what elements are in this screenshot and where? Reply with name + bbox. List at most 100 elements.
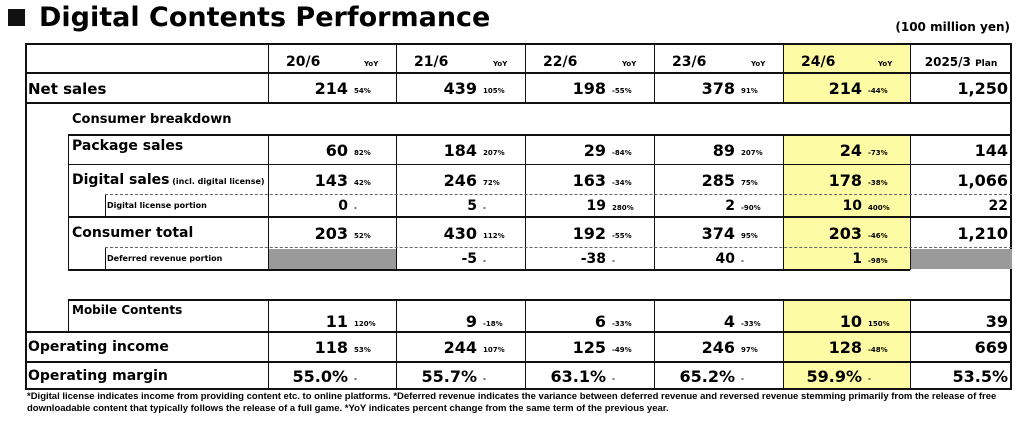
inner-box-left	[68, 300, 69, 332]
yoy-value: 72%	[483, 179, 500, 187]
yoy-value: 75%	[741, 179, 758, 187]
yoy-value: -73%	[868, 149, 888, 157]
column-divider	[783, 135, 784, 270]
empty-cell	[269, 249, 396, 269]
plan-value: 669	[974, 338, 1008, 357]
yoy-value: -55%	[612, 231, 632, 240]
value: -38	[580, 251, 606, 267]
yoy-header: YoY	[878, 60, 893, 68]
square-bullet-icon	[8, 9, 25, 26]
yoy-value: -84%	[612, 149, 632, 157]
row-label: Net sales	[28, 79, 107, 98]
yoy-value: -	[483, 257, 486, 265]
column-divider	[783, 300, 784, 390]
value: 11	[325, 312, 348, 331]
plan-value: 1,250	[957, 79, 1008, 98]
yoy-value: -	[483, 375, 486, 383]
value: 4	[723, 312, 735, 331]
value: 178	[828, 171, 862, 190]
plan-value: 53.5%	[952, 367, 1008, 386]
yoy-value: 107%	[483, 346, 505, 354]
yoy-header: YoY	[493, 60, 508, 68]
highlight-cell	[783, 135, 910, 165]
value: 214	[314, 79, 348, 98]
value: 6	[594, 312, 606, 331]
value: 60	[325, 141, 348, 160]
yoy-value: 207%	[741, 149, 763, 157]
plan-suffix: Plan	[975, 59, 998, 69]
yoy-value: -98%	[868, 257, 888, 265]
column-divider	[654, 300, 655, 390]
value: 59.9%	[806, 367, 862, 386]
yoy-value: 82%	[354, 149, 371, 157]
column-divider	[525, 135, 526, 270]
value: 40	[715, 251, 735, 267]
value: 246	[701, 338, 735, 357]
row-label: Deferred revenue portion	[107, 254, 223, 263]
plan-value: 22	[988, 198, 1008, 214]
highlight-cell	[783, 248, 910, 270]
yoy-value: 95%	[741, 231, 758, 240]
value: 198	[572, 79, 606, 98]
value: 10	[842, 198, 862, 214]
inner-box-left	[105, 248, 106, 270]
page-title: Digital Contents Performance	[8, 2, 490, 33]
column-divider	[525, 300, 526, 390]
yoy-value: 280%	[612, 204, 634, 212]
value: 203	[828, 223, 862, 243]
row-divider	[25, 72, 1012, 74]
inner-box-left	[68, 135, 69, 270]
highlight-cell	[783, 195, 910, 217]
yoy-value: -34%	[612, 179, 632, 187]
plan-value: 1,066	[957, 171, 1008, 190]
column-divider	[268, 135, 269, 270]
value: 63.1%	[550, 367, 606, 386]
yoy-value: -44%	[868, 87, 888, 95]
yoy-value: 112%	[483, 231, 505, 240]
value: 29	[583, 141, 606, 160]
row-divider	[68, 134, 1012, 136]
yoy-value: -	[612, 257, 615, 265]
yoy-value: -	[868, 375, 871, 383]
value: 378	[701, 79, 735, 98]
yoy-value: 207%	[483, 149, 505, 157]
column-header: 21/6	[414, 54, 449, 70]
yoy-value: -	[354, 204, 357, 212]
row-divider	[25, 331, 1012, 333]
yoy-value: -33%	[741, 320, 761, 328]
value: 163	[572, 171, 606, 190]
yoy-value: -33%	[612, 320, 632, 328]
highlight-cell	[783, 362, 910, 390]
row-divider	[68, 299, 1012, 301]
yoy-header: YoY	[622, 60, 637, 68]
highlight-cell	[783, 165, 910, 195]
yoy-value: -18%	[483, 320, 503, 328]
yoy-value: -	[483, 204, 486, 212]
yoy-value: -55%	[612, 87, 632, 95]
footnote: *Digital license indicates income from p…	[27, 391, 997, 414]
yoy-value: -	[354, 375, 357, 383]
title-text: Digital Contents Performance	[39, 2, 491, 33]
row-label: Package sales	[72, 138, 184, 154]
value: 214	[828, 79, 862, 98]
yoy-value: 91%	[741, 87, 758, 95]
yoy-value: 150%	[868, 320, 890, 328]
value: 0	[338, 198, 348, 214]
row-label: Operating margin	[28, 368, 168, 384]
yoy-value: 105%	[483, 87, 505, 95]
unit-label: (100 million yen)	[895, 20, 1010, 34]
row-label: Consumer breakdown	[72, 111, 232, 127]
row-label: Digital sales (incl. digital license)	[72, 172, 265, 188]
yoy-value: 97%	[741, 346, 758, 354]
row-divider	[105, 247, 1012, 248]
yoy-value: 400%	[868, 204, 890, 212]
value: 374	[701, 223, 735, 243]
value: 184	[443, 141, 477, 160]
row-label: Digital license portion	[107, 201, 207, 210]
column-divider	[910, 135, 911, 270]
empty-cell	[911, 249, 1012, 269]
plan-value: 144	[974, 141, 1008, 160]
value: 430	[443, 223, 477, 243]
value: 24	[839, 141, 862, 160]
column-header: 24/6	[801, 54, 836, 70]
